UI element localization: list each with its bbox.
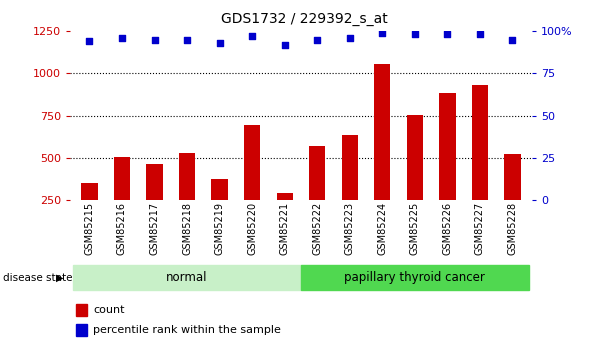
Bar [147,164,163,200]
Text: GSM85219: GSM85219 [215,202,224,255]
FancyBboxPatch shape [73,265,301,290]
Point [215,40,224,46]
Point [280,42,289,47]
Text: GSM85222: GSM85222 [313,202,322,255]
Text: GSM85227: GSM85227 [475,202,485,255]
Bar [407,115,423,200]
Text: percentile rank within the sample: percentile rank within the sample [93,325,281,335]
Point [475,32,485,37]
Point [443,32,452,37]
Text: ▶: ▶ [57,273,64,283]
Point [182,37,192,42]
Bar [374,64,390,200]
Text: normal: normal [167,271,208,284]
Text: GSM85215: GSM85215 [85,202,94,255]
Point [150,37,159,42]
Text: GSM85224: GSM85224 [378,202,387,255]
Point [117,35,127,41]
Point [410,32,420,37]
Point [247,33,257,39]
Text: GSM85226: GSM85226 [443,202,452,255]
Point [378,30,387,36]
Point [313,37,322,42]
Text: GSM85217: GSM85217 [150,202,159,255]
Text: GSM85216: GSM85216 [117,202,127,255]
Bar [81,183,97,200]
Text: GSM85220: GSM85220 [247,202,257,255]
Bar [114,157,130,200]
Bar [179,153,195,200]
Bar [277,193,293,200]
FancyBboxPatch shape [301,265,529,290]
Text: GSM85228: GSM85228 [508,202,517,255]
Point [345,35,354,41]
Point [508,37,517,42]
Bar [472,85,488,200]
Bar [342,135,358,200]
Bar [439,93,455,200]
Text: GSM85225: GSM85225 [410,202,420,255]
Text: GSM85218: GSM85218 [182,202,192,255]
Text: disease state: disease state [3,273,72,283]
Text: count: count [93,305,125,315]
Text: GSM85221: GSM85221 [280,202,289,255]
Bar [309,146,325,200]
Bar [505,155,520,200]
Text: papillary thyroid cancer: papillary thyroid cancer [344,271,485,284]
Text: GDS1732 / 229392_s_at: GDS1732 / 229392_s_at [221,12,387,26]
Bar [244,125,260,200]
Point [85,38,94,44]
Text: GSM85223: GSM85223 [345,202,355,255]
Bar [212,179,228,200]
